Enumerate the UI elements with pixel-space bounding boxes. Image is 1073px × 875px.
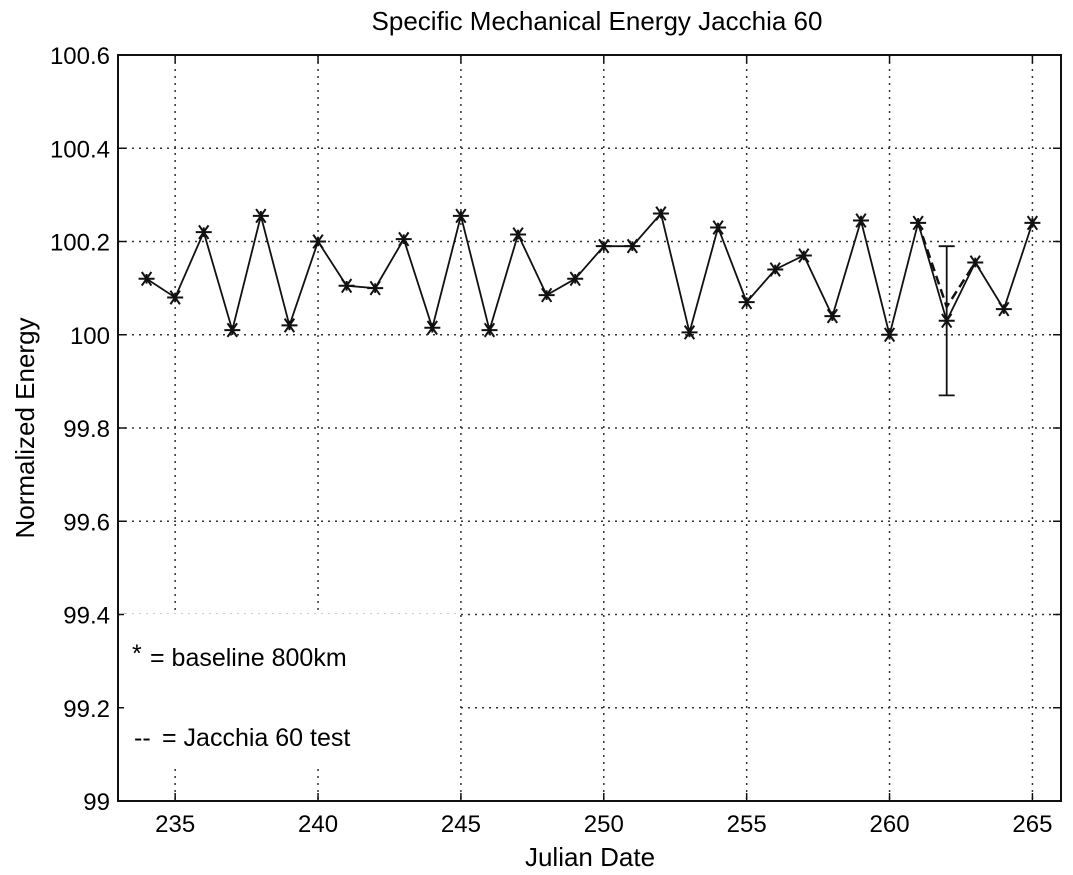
legend-label-jacchia: = Jacchia 60 test <box>162 724 350 752</box>
baseline-data-point <box>481 322 498 338</box>
y-tick-label: 99.2 <box>63 696 110 723</box>
x-tick-label: 260 <box>870 811 910 838</box>
legend-background <box>124 702 460 767</box>
baseline-data-point <box>1024 215 1041 231</box>
x-tick-label: 265 <box>1012 811 1052 838</box>
baseline-data-point <box>224 322 241 338</box>
baseline-data-point <box>795 248 812 263</box>
baseline-data-point <box>710 220 727 235</box>
x-tick-label: 255 <box>727 811 767 838</box>
axis-ticks: 235 240 245 250 255 260 265 99 99.2 99.4 99.6 99.8 1… <box>50 43 1061 838</box>
x-axis-label: Julian Date <box>525 842 655 872</box>
baseline-data-point <box>195 224 212 240</box>
baseline-data-point <box>338 278 355 294</box>
x-tick-label: 240 <box>298 811 338 838</box>
y-axis-label: Normalized Energy <box>10 317 40 538</box>
legend-marker-dashed: -- <box>134 724 151 752</box>
baseline-data-point <box>310 234 327 249</box>
grid <box>118 55 1061 801</box>
y-tick-label: 99.8 <box>63 416 110 443</box>
baseline-data-point <box>567 271 584 287</box>
legend-background <box>124 614 460 702</box>
baseline-data-point <box>167 290 184 305</box>
baseline-data-point <box>767 262 784 277</box>
baseline-data-point <box>281 318 298 333</box>
y-tick-label: 99.6 <box>63 509 110 536</box>
baseline-data-point <box>395 231 412 247</box>
y-tick-label: 99.4 <box>63 603 110 630</box>
baseline-data-point <box>252 208 269 224</box>
x-tick-label: 245 <box>441 811 481 838</box>
baseline-data-point <box>681 325 698 340</box>
baseline-data-point <box>995 301 1012 317</box>
x-tick-label: 235 <box>155 811 195 838</box>
baseline-data-point <box>510 227 527 242</box>
baseline-data-point <box>367 280 384 296</box>
baseline-data-point <box>852 213 869 228</box>
x-tick-label: 250 <box>584 811 624 838</box>
chart-title: Specific Mechanical Energy Jacchia 60 <box>372 6 823 36</box>
legend-marker-asterisk: * <box>132 640 142 668</box>
baseline-data-point <box>652 206 669 221</box>
baseline-data-point <box>424 320 441 336</box>
y-tick-label: 100.6 <box>50 43 110 70</box>
baseline-data-point <box>881 327 898 343</box>
baseline-data-point <box>595 238 612 254</box>
baseline-data-point <box>138 271 155 287</box>
legend: * = baseline 800km -- = Jacchia 60 test <box>124 614 460 767</box>
series-group <box>138 206 1041 397</box>
baseline-data-point <box>738 294 755 310</box>
y-tick-label: 100.2 <box>50 230 110 257</box>
baseline-series-line <box>146 211 1034 335</box>
baseline-data-point <box>538 287 555 303</box>
y-tick-label: 100 <box>70 323 110 350</box>
baseline-data-point <box>452 208 469 224</box>
legend-label-baseline: = baseline 800km <box>150 644 347 672</box>
baseline-data-point <box>624 238 641 254</box>
baseline-data-point <box>824 308 841 324</box>
y-tick-label: 100.4 <box>50 136 110 163</box>
y-tick-label: 99 <box>83 789 110 816</box>
